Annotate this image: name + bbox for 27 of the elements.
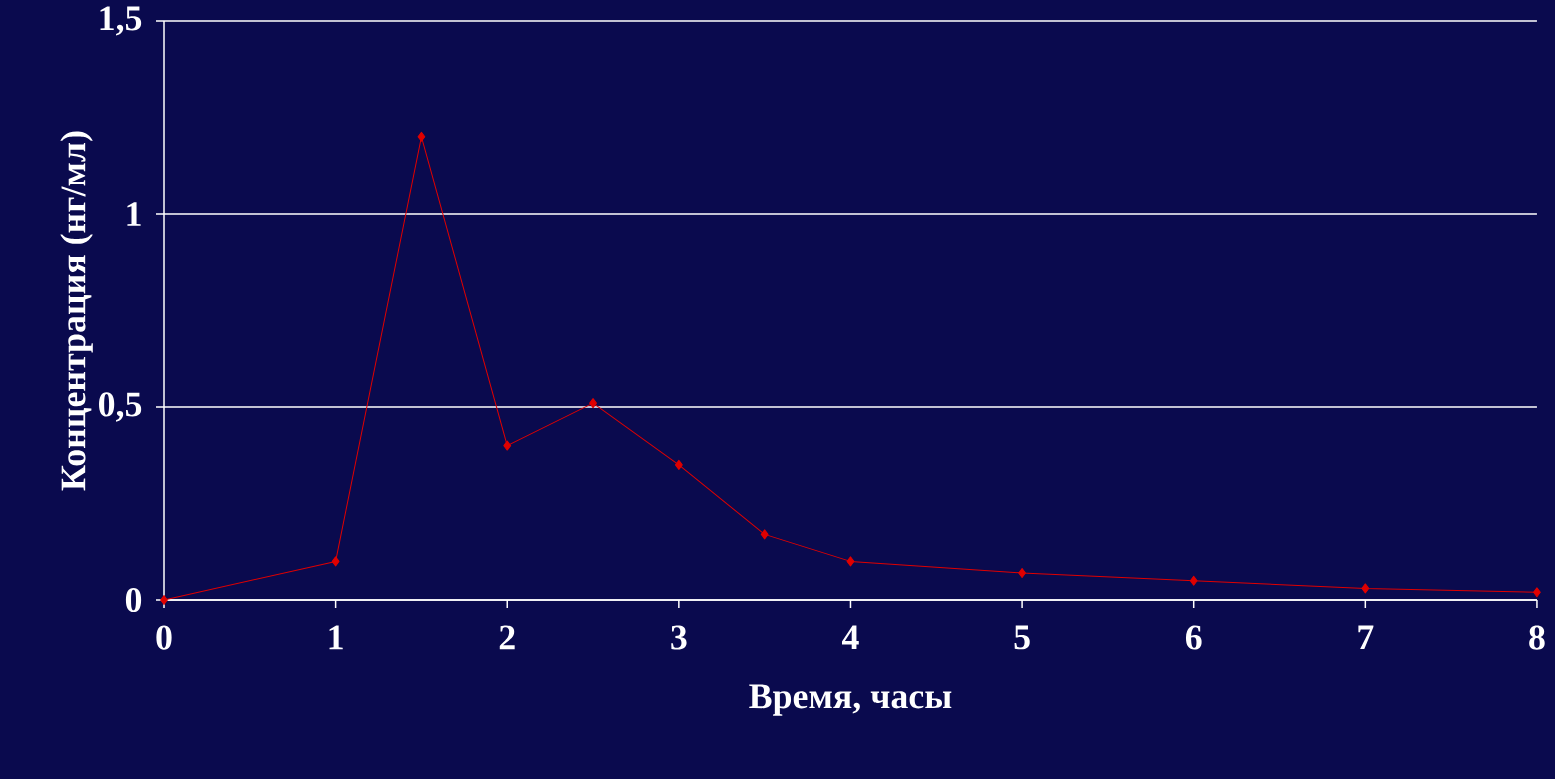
point bbox=[1018, 567, 1026, 578]
x-tick-label: 8 bbox=[1529, 625, 1545, 650]
point bbox=[503, 440, 512, 451]
point bbox=[1189, 575, 1198, 586]
x-tick-label: 4 bbox=[841, 625, 859, 650]
x-tick-label: 6 bbox=[1185, 625, 1202, 650]
x-tick-label: 7 bbox=[1358, 625, 1374, 649]
y-axis-title: Концентрация (нг/мл) bbox=[60, 131, 93, 491]
point bbox=[160, 595, 168, 605]
y-tick-label: 0,5 bbox=[99, 392, 142, 422]
y-tick-label: 1 bbox=[127, 202, 141, 226]
y-tick-label: 0 bbox=[125, 587, 142, 613]
x-tick-label: 0 bbox=[156, 625, 172, 650]
x-tick-label: 1 bbox=[329, 625, 343, 650]
point bbox=[589, 398, 597, 409]
point bbox=[1361, 583, 1370, 594]
point bbox=[674, 459, 683, 470]
point bbox=[331, 556, 340, 567]
point bbox=[846, 556, 855, 567]
x-axis-title: Время, часы bbox=[749, 684, 952, 716]
x-tick-label: 2 bbox=[499, 625, 515, 650]
x-tick-label: 3 bbox=[671, 625, 687, 650]
y-tick-label: 1,5 bbox=[100, 6, 142, 36]
point bbox=[1533, 587, 1541, 598]
point bbox=[417, 131, 426, 142]
point bbox=[760, 529, 769, 540]
x-tick-label: 5 bbox=[1014, 625, 1030, 650]
